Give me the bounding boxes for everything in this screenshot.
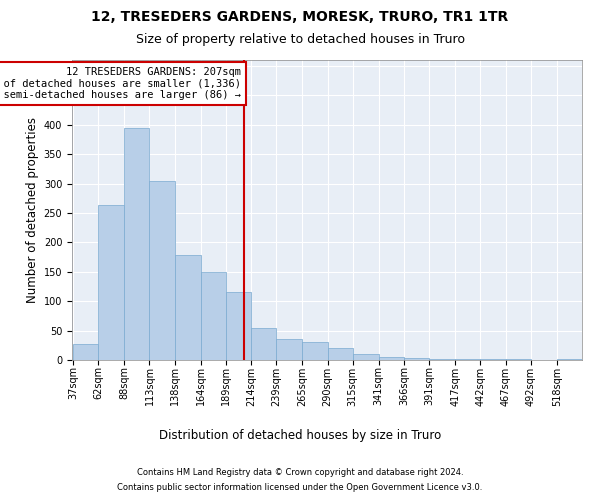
Text: Size of property relative to detached houses in Truro: Size of property relative to detached ho…	[136, 32, 464, 46]
Bar	[201, 272, 226, 360]
Bar	[276, 340, 302, 360]
Bar	[302, 342, 328, 360]
Text: Contains HM Land Registry data © Crown copyright and database right 2024.: Contains HM Land Registry data © Crown c…	[137, 468, 463, 477]
Bar	[429, 359, 455, 360]
Bar	[73, 344, 98, 360]
Bar	[379, 357, 404, 360]
Bar	[328, 348, 353, 360]
Bar	[251, 328, 276, 360]
Text: Contains public sector information licensed under the Open Government Licence v3: Contains public sector information licen…	[118, 483, 482, 492]
Bar	[226, 292, 251, 360]
Bar	[557, 359, 582, 360]
Bar	[175, 256, 201, 360]
Text: 12, TRESEDERS GARDENS, MORESK, TRURO, TR1 1TR: 12, TRESEDERS GARDENS, MORESK, TRURO, TR…	[91, 10, 509, 24]
Bar	[124, 128, 149, 360]
Text: 12 TRESEDERS GARDENS: 207sqm
← 94% of detached houses are smaller (1,336)
6% of : 12 TRESEDERS GARDENS: 207sqm ← 94% of de…	[0, 67, 241, 100]
Bar	[98, 206, 124, 360]
Bar	[353, 354, 379, 360]
Bar	[455, 359, 481, 360]
Text: Distribution of detached houses by size in Truro: Distribution of detached houses by size …	[159, 428, 441, 442]
Bar	[404, 358, 429, 360]
Y-axis label: Number of detached properties: Number of detached properties	[26, 117, 40, 303]
Bar	[149, 180, 175, 360]
